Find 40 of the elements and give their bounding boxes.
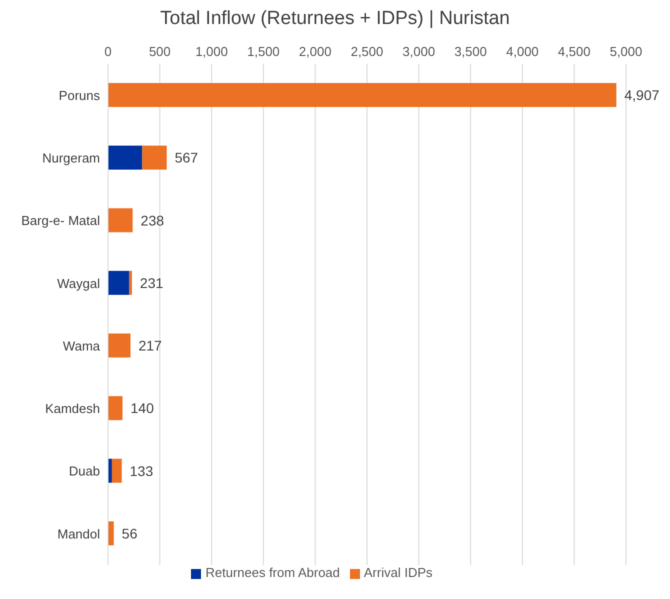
total-label: 56 [122, 525, 138, 542]
total-label: 4,907 [624, 87, 660, 103]
bar [108, 83, 616, 107]
total-label: 238 [140, 212, 164, 228]
y-tick-label: Wama [62, 338, 101, 354]
y-tick-label: Kamdesh [45, 401, 100, 416]
bar [108, 521, 114, 546]
bar [112, 458, 122, 483]
y-tick-label: Barg-e- Matal [21, 213, 100, 228]
x-tick-label: 3,500 [454, 44, 487, 59]
x-tick-label: 4,500 [558, 44, 590, 59]
y-tick-label: Duab [68, 464, 100, 479]
total-label: 133 [130, 462, 154, 479]
x-tick-label: 2,500 [350, 44, 384, 59]
total-label: 217 [138, 338, 162, 354]
bar [108, 146, 142, 170]
bar [108, 208, 133, 232]
x-tick-label: 1,500 [247, 44, 280, 59]
x-tick-label: 4,000 [506, 44, 539, 59]
total-label: 231 [140, 274, 164, 291]
chart-title: Total Inflow (Returnees + IDPs) | Nuristan [159, 8, 511, 30]
x-tick-label: 5,000 [610, 44, 642, 59]
bar [108, 270, 130, 295]
y-tick-label: Nurgeram [42, 150, 100, 166]
y-tick-label: Poruns [58, 88, 100, 103]
y-tick-label: Mandol [57, 526, 100, 542]
total-label: 140 [130, 400, 154, 416]
legend-label: Returnees from Abroad [205, 565, 340, 580]
y-tick-label: Waygal [57, 276, 100, 291]
bar [142, 146, 167, 170]
bar [108, 396, 123, 420]
x-tick-label: 0 [104, 44, 112, 59]
total-label: 567 [174, 150, 198, 166]
bar [108, 334, 130, 358]
x-tick-label: 1,000 [195, 44, 228, 59]
legend-label: Arrival IDPs [364, 565, 433, 580]
x-tick-label: 3,000 [402, 44, 436, 59]
bar [129, 270, 132, 295]
x-tick-label: 2,000 [298, 44, 332, 59]
x-tick-label: 500 [148, 44, 171, 59]
